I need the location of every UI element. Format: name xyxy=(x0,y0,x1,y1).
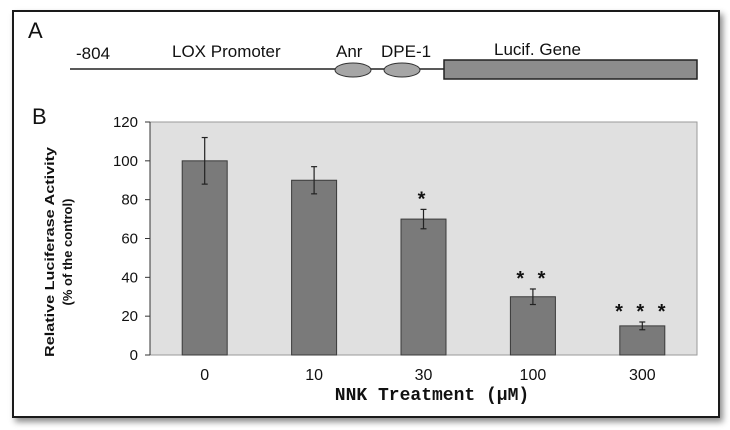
anr-element xyxy=(334,62,372,78)
dpe1-label: DPE-1 xyxy=(381,42,431,61)
x-tick-label: 300 xyxy=(629,367,656,384)
x-axis-title: NNK Treatment (μM) xyxy=(335,386,529,406)
bar xyxy=(509,296,556,356)
luciferase-gene-box xyxy=(443,59,698,80)
y-axis-title: Relative Luciferase Activity xyxy=(42,146,57,357)
y-tick-label: 20 xyxy=(121,308,138,325)
y-tick-label: 100 xyxy=(113,153,138,170)
promoter-label: LOX Promoter xyxy=(172,42,281,61)
bar xyxy=(619,325,666,356)
y-tick-label: 40 xyxy=(121,269,138,286)
plot-area: 0 20 40 60 80 100 120 0 10 * 30 * * 100 * * * 300 xyxy=(113,114,698,384)
figure-frame: A -804 LOX Promoter Anr DPE-1 Lucif. Gen… xyxy=(12,10,720,418)
significance-marker: * * * xyxy=(615,301,669,323)
panel-b-label: B xyxy=(32,104,47,129)
x-tick-label: 0 xyxy=(200,367,209,384)
significance-marker: * * xyxy=(516,268,549,290)
promoter-start-position: -804 xyxy=(76,44,110,63)
y-tick-label: 80 xyxy=(121,192,138,209)
x-tick-label: 100 xyxy=(520,367,547,384)
y-tick-label: 60 xyxy=(121,231,138,248)
significance-marker: * xyxy=(418,188,430,210)
figure-canvas: A -804 LOX Promoter Anr DPE-1 Lucif. Gen… xyxy=(28,18,698,406)
y-tick-label: 120 xyxy=(113,114,138,131)
bar xyxy=(181,160,228,356)
gene-label: Lucif. Gene xyxy=(494,40,581,59)
panel-a-label: A xyxy=(28,18,43,43)
x-tick-label: 30 xyxy=(415,367,433,384)
bar xyxy=(291,179,338,356)
y-tick-label: 0 xyxy=(130,347,138,364)
dpe1-element xyxy=(383,62,421,78)
bar xyxy=(400,218,447,356)
anr-label: Anr xyxy=(336,42,363,61)
y-axis-subtitle: (% of the control) xyxy=(60,199,75,306)
x-tick-label: 10 xyxy=(305,367,323,384)
